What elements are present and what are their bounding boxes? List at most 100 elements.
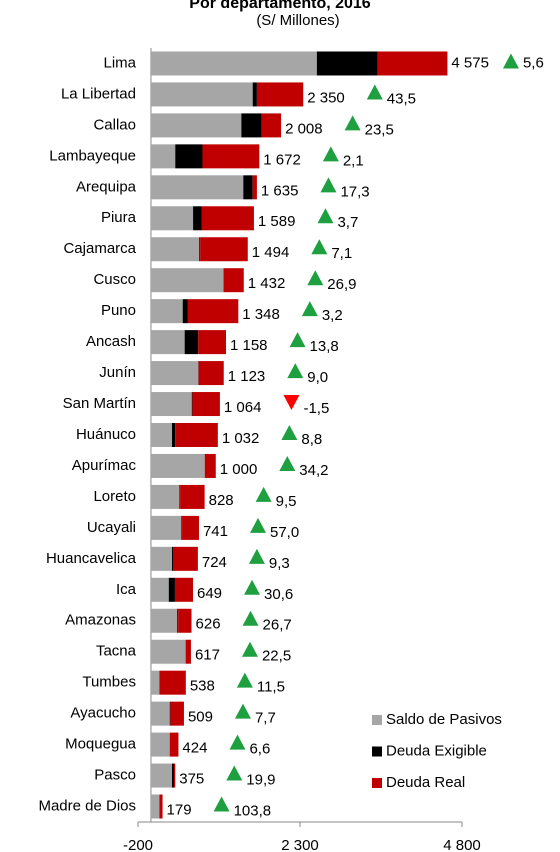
category-label: Apurímac	[72, 457, 137, 474]
change-label: 7,7	[255, 710, 276, 727]
total-label: 1 064	[224, 399, 262, 416]
bar-segment	[223, 268, 244, 293]
bar-segment	[172, 763, 174, 788]
category-label: Huánuco	[76, 426, 136, 443]
category-label: Madre de Dios	[38, 797, 136, 814]
bar-segment	[150, 423, 173, 447]
bar-segment	[172, 546, 198, 571]
category-label: San Martín	[63, 395, 136, 412]
bar-segment	[150, 794, 160, 819]
change-label: -1,5	[303, 400, 329, 417]
total-label: 509	[188, 709, 213, 726]
bar-segment	[150, 113, 242, 138]
bar-segment	[150, 268, 224, 293]
change-marker	[244, 579, 261, 595]
bar-segment	[150, 82, 253, 107]
total-label: 1 672	[263, 151, 301, 168]
change-label: 57,0	[270, 524, 299, 541]
change-label: 23,5	[365, 121, 394, 138]
change-label: 3,7	[337, 214, 358, 231]
bar-segment	[256, 82, 304, 107]
bar-segment	[169, 732, 179, 757]
bar-segment	[175, 423, 218, 447]
bar-segment	[377, 51, 448, 76]
change-label: 43,5	[387, 90, 416, 107]
bar-segment	[150, 206, 194, 231]
total-label: 1 158	[230, 337, 268, 354]
chart-subtitle: (S/ Millones)	[256, 12, 339, 29]
total-label: 375	[179, 771, 204, 788]
bar-segment	[150, 763, 173, 788]
change-label: 103,8	[234, 802, 272, 819]
total-label: 724	[202, 554, 227, 571]
change-marker	[250, 517, 267, 533]
category-label: Huancavelica	[46, 550, 137, 567]
bar-segment	[252, 175, 257, 200]
bar-segment	[150, 639, 186, 664]
change-label: 9,3	[269, 555, 290, 572]
change-marker	[311, 239, 328, 255]
change-label: 5,6	[523, 54, 544, 71]
total-label: 1 589	[258, 213, 296, 230]
legend-label: Deuda Real	[386, 774, 465, 791]
total-label: 828	[209, 492, 234, 509]
category-label: Callao	[93, 116, 136, 133]
change-marker	[283, 395, 300, 411]
x-tick-label: -200	[123, 837, 153, 852]
bar-segment	[150, 361, 199, 386]
category-label: Ayacucho	[70, 705, 136, 722]
bar-segment	[198, 361, 224, 386]
change-marker	[307, 270, 324, 286]
bar-segment	[150, 453, 205, 478]
bar-segment	[150, 484, 180, 509]
total-label: 617	[195, 647, 220, 664]
bar-segment	[261, 113, 282, 138]
bar-segment	[182, 515, 199, 540]
bar-segment	[150, 299, 183, 324]
change-marker	[322, 146, 339, 162]
legend-swatch	[372, 715, 382, 725]
legend-swatch	[372, 746, 382, 757]
category-label: Ica	[116, 581, 137, 598]
chart-title: Por departamento, 2016	[189, 0, 371, 12]
bar-segment	[179, 484, 181, 509]
change-label: 13,8	[310, 338, 339, 355]
change-label: 8,8	[301, 431, 322, 448]
change-marker	[344, 115, 361, 131]
change-marker	[236, 672, 253, 688]
bar-segment	[316, 51, 378, 76]
category-label: Lambayeque	[49, 147, 136, 164]
total-label: 741	[203, 523, 228, 540]
category-label: La Libertad	[61, 85, 136, 102]
bar-segment	[185, 639, 191, 664]
category-label: Cusco	[93, 271, 136, 288]
change-marker	[281, 425, 298, 440]
bar-segment	[198, 330, 226, 355]
bar-segment	[192, 392, 220, 417]
category-label: Ucayali	[87, 519, 136, 536]
bar-segment	[150, 392, 192, 417]
change-marker	[229, 734, 246, 750]
change-label: 26,7	[263, 617, 292, 634]
change-label: 26,9	[327, 276, 356, 293]
bar-segment	[204, 453, 216, 478]
change-label: 2,1	[343, 152, 364, 169]
bar-segment	[252, 82, 257, 107]
bar-segment	[150, 732, 170, 757]
change-marker	[248, 548, 265, 564]
category-label: Cajamarca	[63, 240, 136, 257]
change-label: 17,3	[340, 183, 369, 200]
change-label: 19,9	[246, 772, 275, 789]
total-label: 1 432	[248, 275, 286, 292]
bar-segment	[243, 175, 253, 200]
bar-segment	[199, 237, 201, 262]
change-label: 9,5	[276, 493, 297, 510]
bar-segment	[150, 670, 160, 695]
bar-segment	[169, 701, 171, 726]
bar-segment	[178, 608, 192, 633]
bar-segment	[170, 701, 184, 726]
total-label: 1 348	[242, 306, 280, 323]
category-label: Lima	[103, 54, 136, 71]
category-label: Pasco	[94, 767, 136, 784]
